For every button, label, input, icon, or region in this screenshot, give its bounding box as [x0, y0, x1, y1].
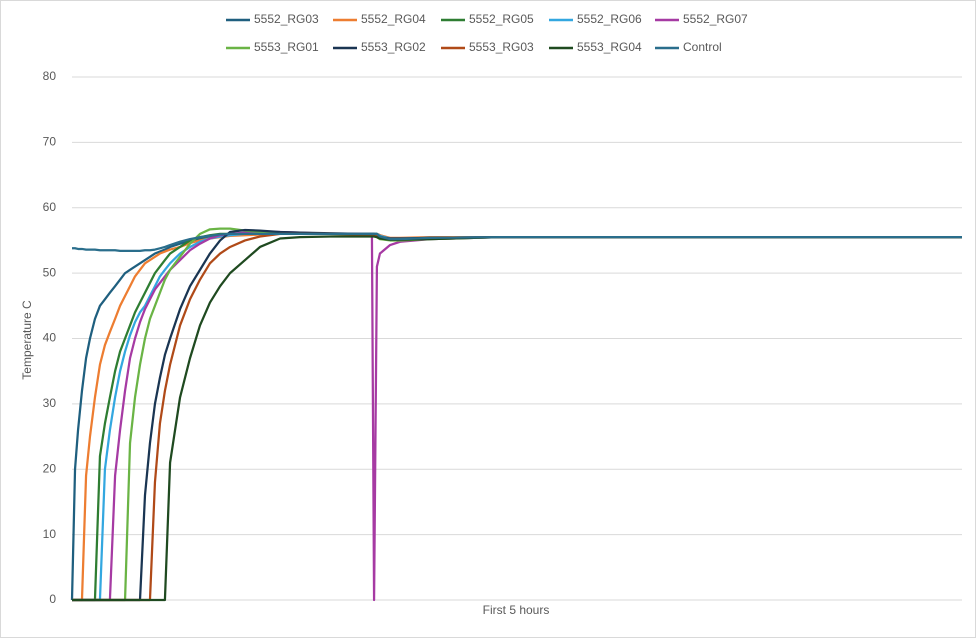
legend-label: 5553_RG01 — [254, 40, 319, 54]
y-tick-label: 10 — [43, 527, 57, 541]
series-line — [72, 235, 962, 602]
legend-label: 5553_RG02 — [361, 40, 426, 54]
legend-label: 5552_RG07 — [683, 12, 748, 26]
y-tick-label: 70 — [43, 135, 57, 149]
y-tick-label: 80 — [43, 69, 57, 83]
y-tick-label: 60 — [43, 200, 57, 214]
y-tick-label: 40 — [43, 331, 57, 345]
legend-label: 5552_RG05 — [469, 12, 534, 26]
legend-label: 5552_RG06 — [577, 12, 642, 26]
legend-label: 5553_RG04 — [577, 40, 642, 54]
y-tick-label: 0 — [49, 592, 56, 606]
y-tick-label: 50 — [43, 265, 57, 279]
legend-label: 5552_RG03 — [254, 12, 319, 26]
y-tick-label: 20 — [43, 461, 57, 475]
legend-label: Control — [683, 40, 722, 54]
legend-label: 5553_RG03 — [469, 40, 534, 54]
legend-label: 5552_RG04 — [361, 12, 426, 26]
y-axis-title: Temperature C — [20, 300, 34, 380]
y-tick-label: 30 — [43, 396, 57, 410]
x-axis-title: First 5 hours — [483, 603, 550, 617]
series-line — [72, 232, 962, 253]
